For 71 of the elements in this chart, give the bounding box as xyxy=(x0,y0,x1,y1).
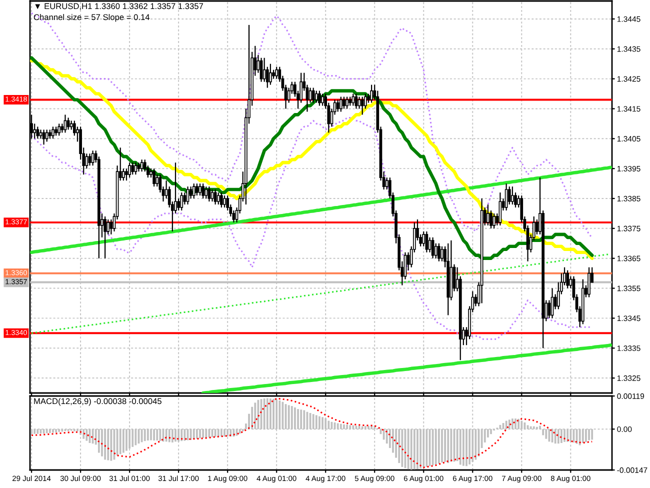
candlestick xyxy=(425,230,428,253)
candlestick xyxy=(566,270,570,289)
candlestick xyxy=(52,126,54,140)
candlestick xyxy=(192,182,196,200)
candlestick xyxy=(134,162,138,176)
candlestick xyxy=(336,99,340,112)
candlestick xyxy=(360,96,364,116)
candlestick xyxy=(318,90,321,106)
candlestick xyxy=(492,212,496,229)
candlestick xyxy=(33,123,36,140)
candlestick xyxy=(131,162,134,176)
candlestick xyxy=(312,87,315,104)
chart-title: ▼ EURUSD,H1 1.3360 1.3362 1.3357 1.3357 xyxy=(35,3,204,10)
candlestick xyxy=(262,57,266,82)
candlestick xyxy=(275,66,278,80)
candlestick xyxy=(156,174,159,188)
candlestick xyxy=(511,186,514,206)
candlestick xyxy=(183,192,186,206)
candlestick xyxy=(346,96,348,110)
candlestick xyxy=(125,168,128,182)
candlestick xyxy=(204,186,208,200)
candlestick xyxy=(36,126,40,140)
candlestick xyxy=(342,96,346,110)
candlestick xyxy=(214,188,217,206)
candlestick xyxy=(202,182,204,200)
candlestick xyxy=(110,218,113,235)
line-series xyxy=(201,343,612,393)
candlestick xyxy=(198,182,202,196)
candlestick xyxy=(440,246,444,262)
candlestick xyxy=(504,182,508,212)
line-series xyxy=(30,398,593,468)
candlestick xyxy=(321,93,324,106)
candlestick xyxy=(88,153,92,166)
chart-title: MACD(12,26,9) -0.00038 -0.00045 xyxy=(34,398,162,406)
candlestick xyxy=(269,63,272,86)
candlestick xyxy=(91,150,94,166)
candlestick xyxy=(58,123,61,136)
candlestick xyxy=(152,168,156,188)
candlestick xyxy=(104,216,106,259)
candlestick xyxy=(210,188,214,202)
candlestick xyxy=(128,162,131,178)
candlestick xyxy=(223,194,226,208)
line-series xyxy=(30,166,612,254)
candlestick xyxy=(422,230,426,247)
candlestick xyxy=(106,218,110,235)
candlestick xyxy=(122,168,125,182)
candlestick xyxy=(180,192,184,212)
candlestick xyxy=(189,186,192,200)
candlestick xyxy=(85,153,88,170)
candlestick xyxy=(196,182,198,196)
candlestick xyxy=(45,129,48,142)
candlestick xyxy=(177,198,180,212)
candlestick xyxy=(140,159,144,172)
candlestick xyxy=(434,242,438,259)
candlestick xyxy=(208,186,211,202)
candlestick xyxy=(339,96,342,112)
candlestick xyxy=(486,204,490,226)
candlestick xyxy=(220,192,223,208)
candlestick xyxy=(508,186,511,206)
candlestick xyxy=(216,192,220,206)
candlestick xyxy=(431,236,434,259)
candlestick xyxy=(588,266,590,298)
line-series xyxy=(30,12,593,238)
candlestick xyxy=(314,90,318,104)
candlestick xyxy=(370,84,373,104)
candlestick xyxy=(42,129,46,146)
candlestick xyxy=(438,242,440,262)
line-series xyxy=(30,116,593,340)
text: Channel size = 57 Slope = 0.14 xyxy=(34,14,150,22)
candlestick xyxy=(186,186,190,206)
candlestick xyxy=(352,93,355,106)
